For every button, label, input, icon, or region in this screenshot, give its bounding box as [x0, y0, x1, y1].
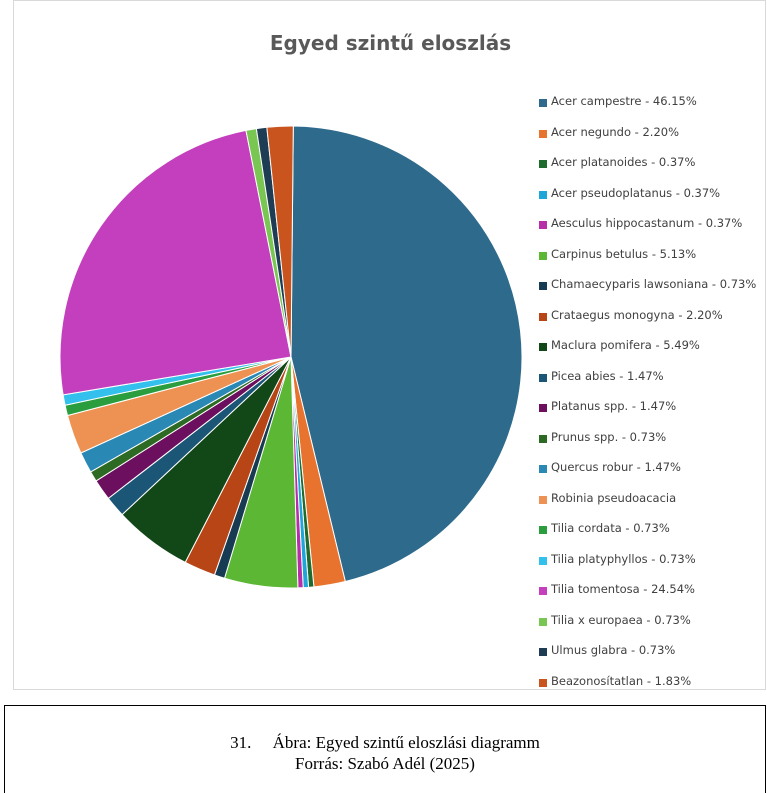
legend-item: Tilia cordata - 0.73% [539, 521, 764, 552]
legend-item: Aesculus hippocastanum - 0.37% [539, 216, 764, 247]
legend-swatch [539, 587, 547, 595]
legend-label: Acer pseudoplatanus - 0.37% [551, 185, 721, 200]
legend-item: Picea abies - 1.47% [539, 369, 764, 400]
legend-swatch [539, 617, 547, 626]
legend-swatch [539, 373, 547, 382]
legend-label: Tilia cordata - 0.73% [551, 521, 670, 535]
legend-swatch [539, 678, 547, 687]
legend-label: Tilia x europaea - 0.73% [551, 612, 691, 627]
legend-swatch [539, 221, 547, 229]
legend-item: Acer platanoides - 0.37% [539, 155, 764, 186]
legend-swatch [539, 404, 547, 412]
legend-label: Acer platanoides - 0.37% [551, 155, 696, 169]
legend-swatch [539, 190, 547, 199]
legend-label: Tilia platyphyllos - 0.73% [551, 551, 696, 566]
legend-item: Robinia pseudoacacia [539, 491, 764, 522]
legend-label: Aesculus hippocastanum - 0.37% [551, 216, 743, 230]
legend-item: Beazonosítatlan - 1.83% [539, 674, 764, 705]
legend-label: Prunus spp. - 0.73% [551, 429, 667, 444]
legend-swatch [539, 556, 547, 565]
legend-swatch [539, 282, 547, 290]
legend-item: Tilia tomentosa - 24.54% [539, 582, 764, 613]
legend-swatch [539, 495, 547, 504]
legend-item: Tilia x europaea - 0.73% [539, 613, 764, 644]
legend-label: Robinia pseudoacacia [551, 490, 677, 505]
legend-item: Acer pseudoplatanus - 0.37% [539, 186, 764, 217]
legend-item: Prunus spp. - 0.73% [539, 430, 764, 461]
legend-swatch [539, 465, 547, 473]
legend: Acer campestre - 46.15% Acer negundo - 2.… [539, 94, 764, 704]
legend-item: Acer negundo - 2.20% [539, 125, 764, 156]
legend-item: Tilia platyphyllos - 0.73% [539, 552, 764, 583]
legend-label: Ulmus glabra - 0.73% [551, 643, 676, 657]
legend-swatch [539, 129, 547, 138]
legend-label: Maclura pomifera - 5.49% [551, 338, 700, 352]
legend-swatch [539, 312, 547, 321]
legend-item: Chamaecyparis lawsoniana - 0.73% [539, 277, 764, 308]
figure-caption-box: 31. Ábra: Egyed szintű eloszlási diagram… [4, 705, 766, 793]
pie-slice [266, 125, 294, 358]
pie-slice [290, 125, 523, 583]
legend-label: Carpinus betulus - 5.13% [551, 246, 697, 261]
legend-item: Maclura pomifera - 5.49% [539, 338, 764, 369]
legend-label: Acer negundo - 2.20% [551, 124, 680, 139]
legend-item: Quercus robur - 1.47% [539, 460, 764, 491]
chart-frame: Egyed szintű eloszlás Acer campestre - 4… [13, 0, 766, 690]
legend-swatch [539, 648, 547, 656]
legend-label: Quercus robur - 1.47% [551, 460, 681, 474]
chart-title: Egyed szintű eloszlás [269, 31, 512, 55]
legend-item: Carpinus betulus - 5.13% [539, 247, 764, 278]
legend-label: Crataegus monogyna - 2.20% [551, 307, 723, 322]
figure-caption: 31. Ábra: Egyed szintű eloszlási diagram… [230, 733, 540, 752]
legend-swatch [539, 526, 547, 534]
pie-slice [59, 129, 292, 396]
legend-swatch [539, 434, 547, 443]
legend-label: Chamaecyparis lawsoniana - 0.73% [551, 277, 757, 291]
legend-item: Ulmus glabra - 0.73% [539, 643, 764, 674]
legend-label: Picea abies - 1.47% [551, 368, 664, 383]
legend-item: Crataegus monogyna - 2.20% [539, 308, 764, 339]
legend-label: Beazonosítatlan - 1.83% [551, 673, 692, 688]
legend-swatch [539, 99, 547, 107]
legend-swatch [539, 160, 547, 168]
legend-label: Acer campestre - 46.15% [551, 94, 697, 108]
legend-item: Platanus spp. - 1.47% [539, 399, 764, 430]
legend-swatch [539, 251, 547, 260]
legend-label: Tilia tomentosa - 24.54% [551, 582, 695, 596]
legend-label: Platanus spp. - 1.47% [551, 399, 677, 413]
legend-swatch [539, 343, 547, 351]
pie-chart [59, 125, 523, 589]
figure-source: Forrás: Szabó Adél (2025) [295, 754, 475, 773]
legend-item: Acer campestre - 46.15% [539, 94, 764, 125]
